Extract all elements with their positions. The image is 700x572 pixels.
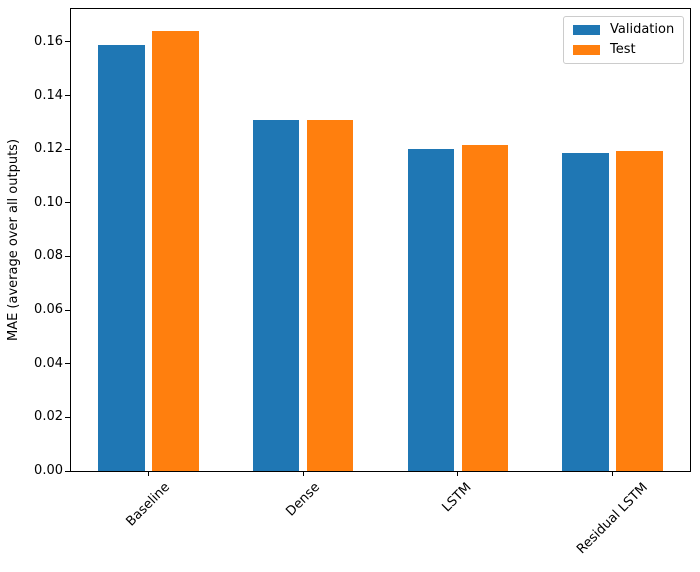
x-tick-label-dense: Dense [282,479,323,520]
y-tick-mark [65,95,70,97]
y-tick-label: 0.14 [34,87,63,103]
y-tick-mark [65,416,70,418]
x-tick-mark [147,472,149,476]
y-tick-label: 0.10 [34,194,63,210]
y-tick-label: 0.00 [34,463,63,478]
bar-test-residual-lstm [616,151,663,471]
bar-validation-residual-lstm [562,153,609,471]
y-tick-label: 0.16 [34,33,63,49]
legend-swatch-validation [573,25,600,35]
x-tick-label-residual-lstm: Residual LSTM [573,480,651,557]
legend-label-test: Test [610,42,636,57]
x-tick-mark [457,472,459,476]
legend-item-test: Test [573,42,674,58]
y-tick-mark [65,202,70,204]
bar-test-dense [306,119,354,471]
legend-label-validation: Validation [610,22,675,37]
y-tick-mark [65,309,70,311]
bar-validation-baseline [98,44,145,471]
legend-swatch-test [573,45,600,55]
y-tick-label: 0.08 [34,248,63,264]
legend-item-validation: Validation [573,22,674,38]
bar-validation-lstm [407,149,454,471]
y-tick-label: 0.12 [34,141,63,157]
y-tick-mark [65,148,70,150]
bar-test-lstm [461,145,509,471]
y-tick-label: 0.02 [34,409,63,425]
x-tick-mark [302,472,304,476]
y-tick-mark [65,470,70,472]
y-tick-mark [65,363,70,365]
legend: Validation Test [563,16,685,64]
bar-test-baseline [152,31,199,471]
y-tick-mark [65,255,70,257]
bar-validation-dense [252,119,300,471]
x-tick-mark [612,472,614,476]
x-tick-label-lstm: LSTM [439,480,475,516]
x-tick-label-baseline: Baseline [123,479,173,530]
y-tick-mark [65,41,70,43]
y-tick-label: 0.06 [34,302,63,318]
y-tick-label: 0.04 [34,355,63,371]
